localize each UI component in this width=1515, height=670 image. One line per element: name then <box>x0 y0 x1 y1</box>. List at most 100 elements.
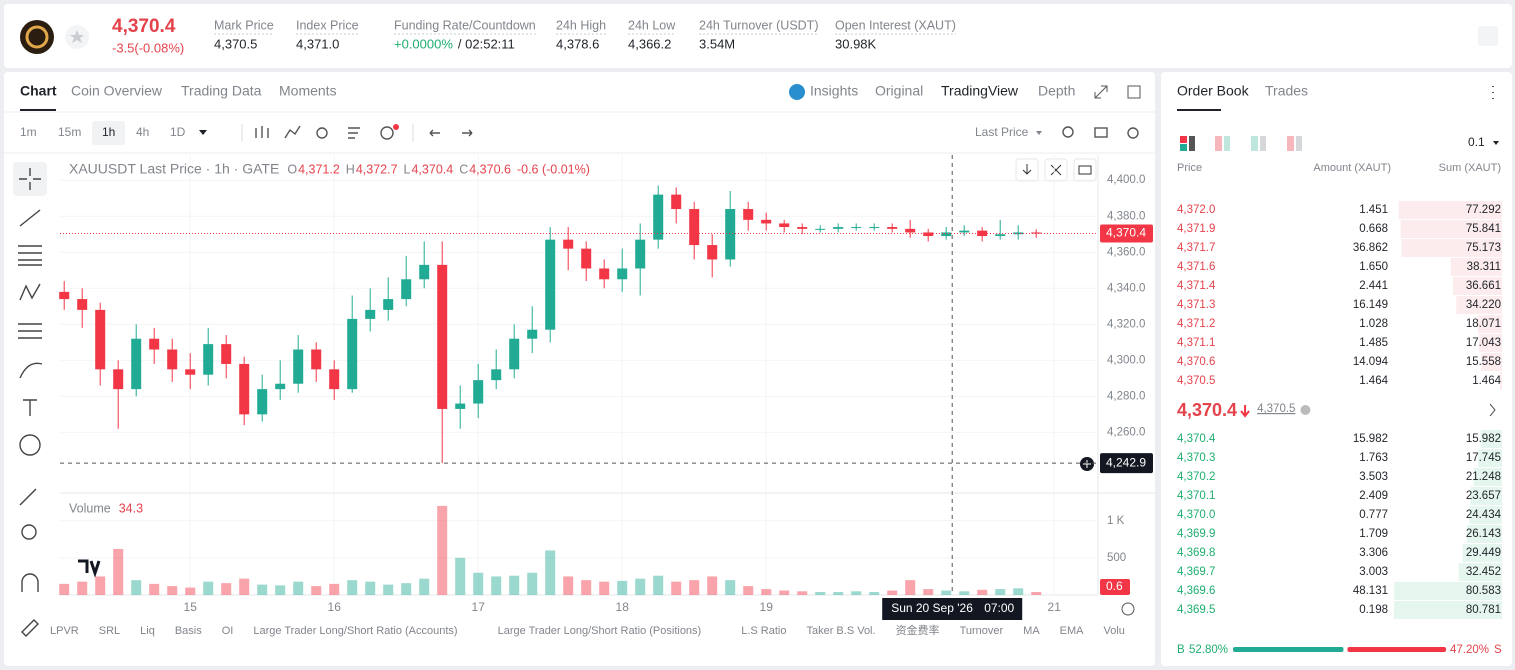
volume-bar <box>815 592 826 595</box>
indicator[interactable]: MA <box>1023 625 1040 637</box>
tab[interactable]: Moments <box>279 83 337 99</box>
legend-value: 4,372.7 <box>356 162 398 176</box>
book-price[interactable]: 4,370.3 <box>1177 452 1215 464</box>
search-icon[interactable] <box>1062 126 1074 138</box>
indicator[interactable]: Turnover <box>960 625 1004 637</box>
book-price[interactable]: 4,370.0 <box>1177 509 1215 521</box>
indicator[interactable]: Large Trader Long/Short Ratio (Positions… <box>498 625 702 637</box>
book-price[interactable]: 4,371.7 <box>1177 242 1215 254</box>
price-type[interactable]: Last Price <box>975 125 1029 139</box>
book-price[interactable]: 4,369.7 <box>1177 566 1215 578</box>
indicator[interactable]: 资金费率 <box>896 623 940 637</box>
stat-label: Open Interest (XAUT) <box>835 18 956 32</box>
fib-tool[interactable] <box>18 245 42 266</box>
interval[interactable]: 1D <box>170 125 186 139</box>
menu-button[interactable] <box>1478 26 1498 46</box>
book-price[interactable]: 4,372.0 <box>1177 204 1215 216</box>
volume-bar <box>383 584 394 595</box>
trendline-tool[interactable] <box>19 209 41 227</box>
book-price[interactable]: 4,370.2 <box>1177 471 1215 483</box>
book-price[interactable]: 4,371.6 <box>1177 261 1215 273</box>
interval[interactable]: 15m <box>58 125 81 139</box>
time-settings[interactable] <box>1121 602 1135 616</box>
book-price[interactable]: 4,370.5 <box>1177 375 1215 387</box>
candle-icon[interactable] <box>255 126 269 138</box>
book-price[interactable]: 4,371.9 <box>1177 223 1215 235</box>
emoji-tool[interactable] <box>19 434 41 456</box>
volume-bar <box>455 557 466 595</box>
candle-body <box>113 369 124 390</box>
lock-tool[interactable] <box>21 619 39 637</box>
interval[interactable]: 4h <box>136 125 149 139</box>
interval[interactable]: 1h <box>102 125 115 139</box>
view-option[interactable]: TradingView <box>941 83 1019 99</box>
layout-icon[interactable] <box>1224 136 1230 151</box>
candle-body <box>995 234 1006 237</box>
pattern-tool[interactable] <box>19 283 41 301</box>
indicator-icon[interactable] <box>284 125 301 139</box>
layout-icon[interactable] <box>1251 136 1258 151</box>
prediction-tool[interactable] <box>18 323 42 339</box>
tab[interactable]: Coin Overview <box>71 83 163 99</box>
book-price[interactable]: 4,369.9 <box>1177 528 1215 540</box>
redo-icon[interactable] <box>462 129 473 137</box>
measure-tool[interactable] <box>19 488 37 506</box>
volume-bar <box>239 578 250 595</box>
book-price[interactable]: 4,371.4 <box>1177 280 1216 292</box>
book-tab[interactable]: Order Book <box>1177 83 1250 99</box>
layout-icon[interactable] <box>1215 136 1222 151</box>
window-icon[interactable] <box>1127 85 1141 99</box>
layout-icon[interactable] <box>1189 136 1195 151</box>
book-price[interactable]: 4,371.2 <box>1177 318 1215 330</box>
indicator[interactable]: Large Trader Long/Short Ratio (Accounts) <box>253 625 457 637</box>
layout-icon[interactable] <box>1287 136 1294 151</box>
book-price[interactable]: 4,369.8 <box>1177 547 1215 559</box>
interval[interactable]: 1m <box>20 125 37 139</box>
book-amount: 0.198 <box>1359 604 1388 616</box>
book-price[interactable]: 4,370.4 <box>1177 433 1216 445</box>
add-icon[interactable] <box>380 126 394 140</box>
brush-tool[interactable] <box>19 362 43 379</box>
settings-icon[interactable] <box>1127 127 1139 139</box>
tab[interactable]: Chart <box>20 83 57 99</box>
camera-icon[interactable] <box>1094 127 1108 138</box>
indicator[interactable]: LPVR <box>50 625 79 637</box>
indicator[interactable]: OI <box>222 625 234 637</box>
indicator[interactable]: EMA <box>1060 625 1085 637</box>
view-option[interactable]: Depth <box>1038 83 1075 99</box>
book-price[interactable]: 4,371.1 <box>1177 337 1215 349</box>
indicator[interactable]: Basis <box>175 625 202 637</box>
layout-icon[interactable] <box>1180 136 1187 143</box>
book-price[interactable]: 4,369.5 <box>1177 604 1215 616</box>
layout-icon[interactable] <box>1260 136 1266 151</box>
candle-body <box>833 227 844 229</box>
book-price[interactable]: 4,369.6 <box>1177 585 1215 597</box>
book-tab[interactable]: Trades <box>1265 83 1308 99</box>
undo-icon[interactable] <box>429 129 440 137</box>
book-price[interactable]: 4,370.1 <box>1177 490 1215 502</box>
indicator[interactable]: Volu <box>1104 625 1125 637</box>
template-icon[interactable] <box>348 127 360 139</box>
book-price[interactable]: 4,370.6 <box>1177 356 1215 368</box>
candle-body <box>707 245 718 260</box>
replay-icon[interactable] <box>316 127 328 139</box>
chevron[interactable] <box>1489 403 1496 417</box>
magnet-tool[interactable] <box>21 573 39 592</box>
expand-icon[interactable] <box>1094 85 1108 99</box>
chart-btn[interactable] <box>1073 158 1097 182</box>
indicator[interactable]: Taker B.S Vol. <box>806 625 875 637</box>
book-step[interactable]: 0.1 <box>1468 135 1485 149</box>
tab[interactable]: Trading Data <box>181 83 262 99</box>
layout-icon[interactable] <box>1296 136 1302 151</box>
layout-icon[interactable] <box>1180 144 1187 151</box>
indicator[interactable]: SRL <box>99 625 120 637</box>
zoom-tool[interactable] <box>21 524 37 540</box>
view-option[interactable]: Original <box>875 83 923 99</box>
depth-bar <box>1462 544 1502 562</box>
view-option[interactable]: Insights <box>810 83 858 99</box>
indicator[interactable]: L.S Ratio <box>741 625 786 637</box>
crosshair-tool[interactable] <box>19 168 41 190</box>
book-price[interactable]: 4,371.3 <box>1177 299 1215 311</box>
indicator[interactable]: Liq <box>140 625 155 637</box>
text-tool[interactable] <box>23 399 37 416</box>
